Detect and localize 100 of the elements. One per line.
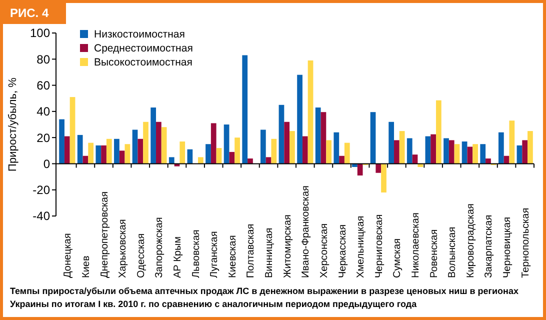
- bar: [138, 138, 144, 164]
- y-tick-label: 100: [30, 26, 50, 40]
- x-tick-label: Запорожская: [154, 217, 166, 278]
- bar: [198, 157, 204, 164]
- bar: [467, 146, 473, 164]
- bar: [308, 60, 314, 164]
- bar: [394, 140, 400, 164]
- bar: [96, 145, 102, 164]
- bar: [462, 141, 468, 164]
- x-tick-label: Волынская: [447, 226, 458, 278]
- bar: [344, 142, 350, 164]
- bar: [101, 145, 106, 164]
- bar: [106, 138, 112, 164]
- bar: [124, 144, 130, 164]
- bar: [381, 164, 386, 192]
- bar: [206, 144, 211, 164]
- bar: [271, 138, 277, 164]
- bar: [59, 119, 64, 164]
- x-tick-label: Ровенская: [428, 229, 440, 278]
- bar: [399, 131, 405, 164]
- bar: [406, 138, 412, 164]
- legend-label: Среднестоимостная: [94, 42, 193, 55]
- bar: [224, 124, 230, 164]
- bar: [114, 138, 120, 164]
- bar: [334, 132, 340, 164]
- y-tick-label: 0: [43, 156, 50, 171]
- bar: [448, 140, 454, 164]
- x-tick-label: Киев: [80, 256, 92, 278]
- x-tick-label: Черкасская: [337, 224, 348, 278]
- x-tick-label: Днепропетровская: [99, 191, 110, 278]
- bar: [454, 144, 460, 164]
- bar: [143, 122, 148, 164]
- y-axis-title: Прирост/убыль, %: [7, 77, 19, 172]
- x-tick-label: Николаевская: [410, 212, 422, 278]
- bar: [498, 132, 504, 164]
- bar: [480, 144, 486, 164]
- bar: [242, 55, 248, 164]
- chart-title: РИС. 4: [10, 6, 49, 20]
- bar: [444, 138, 449, 164]
- x-tick-label: Черновицкая: [502, 216, 514, 278]
- legend-label: Высокостоимостная: [94, 56, 192, 69]
- y-tick-label: 60: [36, 78, 50, 92]
- x-tick-label: Хмельницкая: [356, 216, 367, 278]
- bar: [352, 164, 358, 167]
- x-tick-label: Львовская: [190, 230, 202, 278]
- bar: [436, 100, 442, 164]
- bar: [297, 74, 302, 164]
- bar: [320, 112, 326, 164]
- x-tick-label: Донецкая: [62, 233, 74, 278]
- bar: [509, 120, 515, 164]
- bar: [64, 136, 70, 164]
- bar: [326, 140, 332, 164]
- x-tick-label: Херсонская: [318, 223, 330, 278]
- legend-label: Низкостоимостная: [94, 28, 185, 41]
- y-tick-label: -40: [32, 209, 50, 224]
- bar: [370, 112, 376, 164]
- bar: [528, 131, 533, 164]
- text: Темпы прироста/убыли объема аптечных продаж ЛС в денежном выражении в разрезе ценовых ниш в регионах Украины по итогам I кв. 2010 г. по сравнению с аналогичным периодом предыдущего года: [10, 286, 518, 309]
- bar: [284, 122, 290, 164]
- bar: [210, 123, 216, 164]
- x-tick-label: Житомирская: [282, 214, 294, 278]
- x-tick-label: Винницкая: [264, 228, 276, 278]
- y-tick-label: 20: [36, 130, 50, 145]
- x-tick-label: Харьковская: [118, 219, 129, 278]
- bar: [472, 144, 478, 164]
- bar: [156, 122, 162, 164]
- bar: [119, 150, 125, 164]
- bar: [161, 127, 167, 164]
- bar: [339, 156, 344, 164]
- x-tick-label: Тернопольская: [520, 208, 532, 278]
- bar: [290, 131, 295, 164]
- x-tick-label: Черниговская: [374, 214, 385, 278]
- bar: [70, 97, 76, 164]
- x-tick-label: Закарпатская: [484, 214, 495, 278]
- bar: [376, 164, 382, 173]
- bar: [88, 142, 94, 164]
- x-tick-label: Киевская: [227, 235, 238, 278]
- x-tick-label: Луганская: [209, 231, 220, 278]
- y-tick-label: 80: [36, 52, 50, 66]
- y-tick-label: 40: [36, 104, 50, 119]
- x-tick-label: Ивано-Франковская: [300, 186, 312, 278]
- bar: [234, 138, 240, 164]
- bar: [302, 136, 308, 164]
- x-tick-label: Сумская: [392, 238, 404, 278]
- bar: [229, 152, 235, 164]
- bar: [77, 134, 83, 164]
- bar: [278, 104, 284, 164]
- x-tick-label: Кировоградская: [465, 204, 476, 278]
- x-tick-label: Полтавская: [246, 224, 257, 278]
- bar: [260, 130, 266, 164]
- bar: [315, 108, 321, 164]
- bar: [150, 108, 156, 164]
- bar: [425, 136, 431, 164]
- bar: [132, 130, 138, 164]
- y-tick-label: -20: [32, 183, 50, 198]
- bar: [522, 140, 528, 164]
- bar: [357, 164, 363, 176]
- x-tick-label: Одесская: [136, 233, 147, 278]
- bar: [430, 134, 436, 164]
- bar: [168, 157, 174, 164]
